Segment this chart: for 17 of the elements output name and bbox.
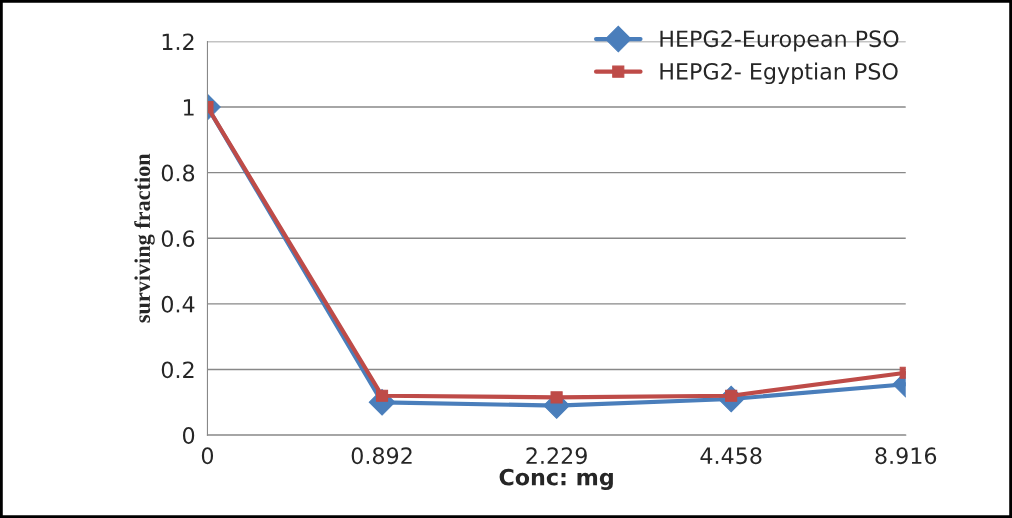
y-tick-label: 1.2 [162,33,194,50]
x-tick-label: 2.229 [526,447,587,465]
x-tick-label: 0.892 [351,447,412,465]
x-tick-label: 4.458 [700,447,762,465]
y-tick-label: 0.6 [161,230,195,248]
y-tick-label: 1 [183,99,194,116]
legend-label: HEPG2- Egyptian PSO [660,62,898,85]
point [550,391,563,404]
y-tick-label: 0.8 [161,164,195,182]
y-tick-label: 0.2 [161,361,194,379]
y-tick-label: 0 [182,427,195,444]
y-tick-label: 0.4 [161,295,195,313]
y-axis-title: surviving fraction [134,153,155,323]
legend-label: HEPG2-European PSO [660,30,899,52]
x-tick-label: 0 [201,447,214,465]
x-tick-label: 8.916 [875,447,937,465]
x-axis-title: Conc: mg [499,468,613,490]
